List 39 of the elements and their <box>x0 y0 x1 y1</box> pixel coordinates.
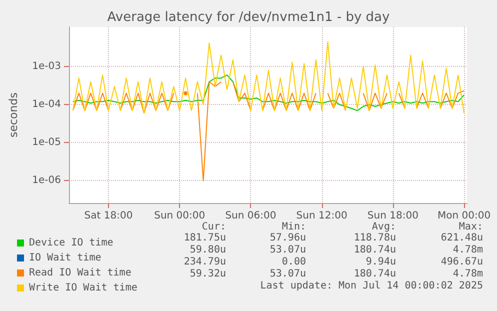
x-tick-label: Sun 18:00 <box>367 210 418 222</box>
legend-label: Read IO Wait time <box>29 268 132 278</box>
text: Last update: Mon Jul 14 00:00:02 2025 <box>260 280 483 292</box>
line-series <box>72 41 465 114</box>
text: 53.07u <box>270 268 306 280</box>
text: 621.48u <box>440 232 483 244</box>
text: 57.96u <box>270 232 306 244</box>
x-tick-label: Sun 00:00 <box>154 210 206 222</box>
text: Max: <box>458 222 483 232</box>
legend-label: Write IO Wait time <box>29 282 138 294</box>
y-tick-label: 1e-05 <box>32 137 61 148</box>
text: 118.78u <box>354 232 396 244</box>
text: 234.79u <box>184 256 226 268</box>
text: 4.78m <box>452 244 483 256</box>
text: 180.74u <box>354 268 396 280</box>
y-axis-title: seconds <box>7 92 20 138</box>
text: 53.07u <box>270 244 306 256</box>
text: Min: <box>282 222 306 232</box>
y-tick-label: 1e-06 <box>32 175 61 186</box>
text: 9.94u <box>366 256 396 268</box>
text: 180.74u <box>354 244 396 256</box>
line-series <box>72 74 465 112</box>
text: 0.00 <box>282 256 306 268</box>
text: Cur: <box>202 222 226 232</box>
text: 59.80u <box>190 244 226 256</box>
text: 496.67u <box>440 256 483 268</box>
legend-label: IO Wait time <box>29 252 102 264</box>
text: 59.32u <box>190 268 226 280</box>
y-tick-label: 1e-03 <box>32 61 61 72</box>
x-tick-label: Sun 12:00 <box>296 210 348 222</box>
x-tick-label: Sun 06:00 <box>225 210 276 222</box>
y-tick-label: 1e-04 <box>32 99 61 110</box>
text: 181.75u <box>184 232 226 244</box>
text: Avg: <box>372 222 396 232</box>
x-tick-label: Mon 00:00 <box>437 210 491 222</box>
chart-title: Average latency for /dev/nvme1n1 - by day <box>107 10 390 25</box>
x-tick-label: Sat 18:00 <box>84 210 133 222</box>
legend-label: Device IO time <box>29 238 114 248</box>
text: 4.78m <box>452 268 483 280</box>
